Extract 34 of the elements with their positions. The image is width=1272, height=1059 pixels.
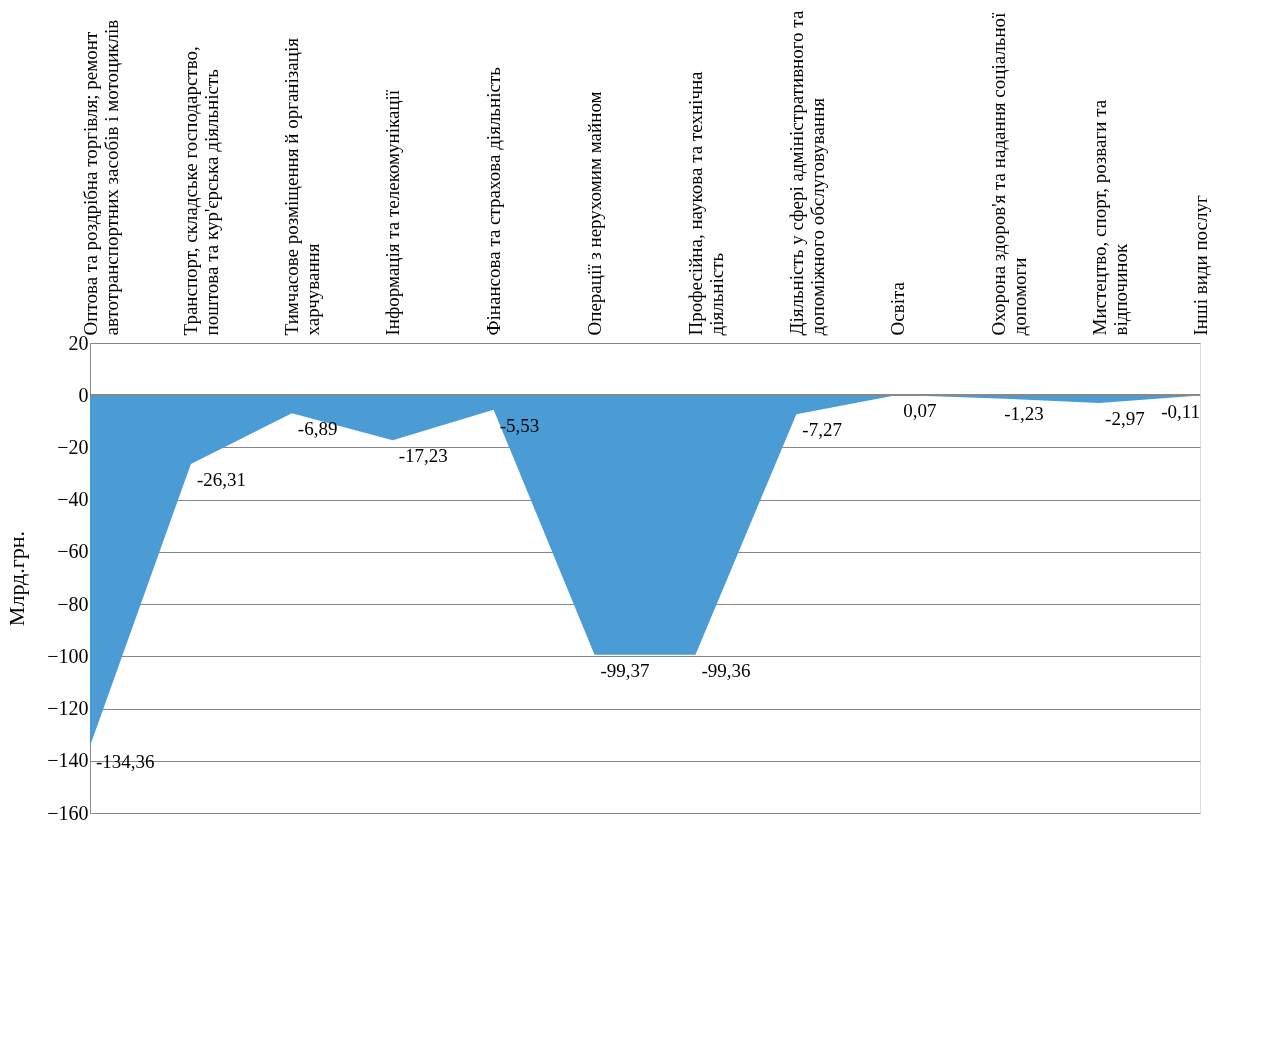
x-tick-label: Операції з нерухомим майном [584,91,606,336]
data-label: -134,36 [96,751,155,773]
y-tick-label: −160 [47,801,89,824]
y-tick-label: −80 [57,592,89,615]
data-label: -26,31 [196,468,246,490]
x-tick-label: Охорона здоров'я та надання соціальної допомоги [987,11,1030,336]
y-tick-label: −20 [57,435,89,458]
data-label: -1,23 [1004,403,1044,425]
x-tick-label: Інші види послуг [1189,195,1211,336]
data-label: -99,36 [701,659,751,681]
data-label: 0,07 [903,400,937,422]
x-tick-label: Професійна, наукова та технічна діяльність [684,70,727,336]
x-tick-label: Фінансова та страхова діяльність [483,66,505,336]
y-tick-label: −120 [47,697,89,720]
y-tick-label: −40 [57,488,89,511]
data-label: -2,97 [1105,407,1145,429]
x-tick-label: Тимчасове розміщення й організація харчування [281,37,324,336]
data-label: -5,53 [499,414,540,436]
y-tick-label: −140 [47,749,89,772]
x-tick-label: Інформація та телекомунікації [382,89,404,336]
data-label: -99,37 [600,659,650,681]
x-tick-label: Транспорт, складське господарство, поштова та кур'єрська діяльність [180,46,223,336]
y-tick-label: 0 [78,383,89,406]
data-label: -0,11 [1161,400,1200,422]
data-label: -7,27 [802,419,842,441]
x-tick-label: Мистецтво, спорт, розваги та відпочинок [1088,99,1131,336]
y-tick-label: −60 [57,540,89,563]
x-tick-label: Діяльність у сфері адміністративного та допоміжного обслуговування [785,10,828,336]
data-label: -17,23 [398,445,448,467]
data-label: -6,89 [297,418,338,440]
x-tick-label: Оптова та роздрібна торгівля; ремонт автотранспортних засобів і мотоциклів [79,19,122,336]
x-tick-label: Освіта [886,281,908,336]
y-axis-title: Млрд.грн. [4,530,30,627]
y-tick-label: −100 [47,644,89,667]
